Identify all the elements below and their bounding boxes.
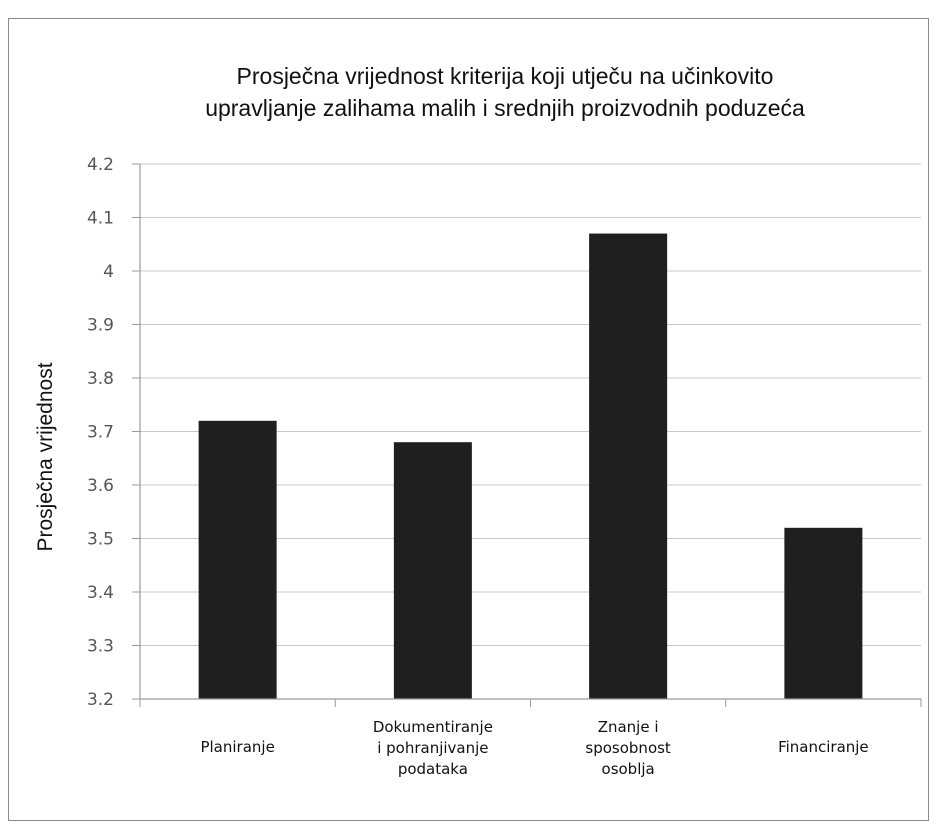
x-category-labels: Planiranje Dokumentiranje i pohranjivanje p… (200, 718, 868, 778)
y-tick-label: 3.3 (87, 637, 114, 657)
y-tick-label: 4.2 (87, 155, 114, 175)
y-tick-label: 3.2 (87, 690, 114, 710)
bar (589, 233, 668, 700)
y-tick-label: 3.6 (87, 476, 114, 496)
y-tick-label: 3.9 (87, 316, 114, 336)
x-category-label: Dokumentiranje (373, 718, 493, 736)
x-category-label: sposobnost (585, 739, 671, 757)
chart-title: Prosječna vrijednost kriterija koji utje… (205, 63, 805, 121)
bars (198, 233, 863, 700)
chart-title-line: Prosječna vrijednost kriterija koji utje… (237, 63, 774, 89)
y-tick-label: 3.4 (87, 583, 114, 603)
axes (139, 164, 922, 707)
bar (198, 420, 277, 699)
y-axis-label: Prosječna vrijednost (34, 362, 57, 551)
x-category-label: i pohranjivanje (377, 739, 488, 757)
x-category-label: podataka (398, 760, 468, 778)
x-category-label: osoblja (602, 760, 655, 778)
bar (393, 442, 472, 699)
y-tick-label: 4.1 (87, 209, 114, 229)
y-tick-labels: 3.2 3.3 3.4 3.5 3.6 3.7 3.8 3.9 4 4.1 4.2 (87, 155, 114, 710)
y-tick-label: 3.7 (87, 423, 114, 443)
y-tick-label: 3.5 (87, 530, 114, 550)
x-category-label: Financiranje (778, 738, 869, 756)
x-category-label: Planiranje (200, 738, 274, 756)
y-tick-label: 3.8 (87, 369, 114, 389)
bar (784, 527, 863, 699)
y-tick-label: 4 (103, 262, 114, 282)
chart-title-line: upravljanje zalihama malih i srednjih pr… (205, 95, 805, 121)
x-category-label: Znanje i (598, 718, 659, 736)
